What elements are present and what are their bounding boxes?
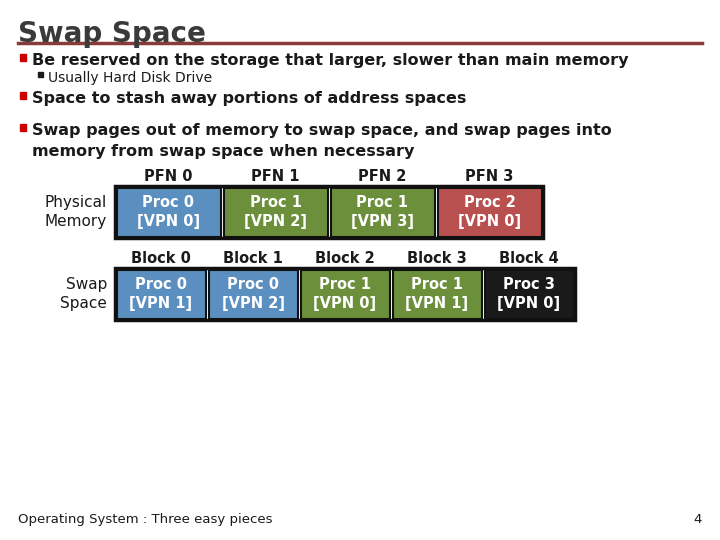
Text: Block 4: Block 4 [499,251,559,266]
Text: Proc 2
[VPN 0]: Proc 2 [VPN 0] [458,194,521,230]
Bar [117,269,205,319]
Text: Proc 3
[VPN 0]: Proc 3 [VPN 0] [498,276,561,312]
Bar [223,187,328,237]
Text: Block 3: Block 3 [407,251,467,266]
Text: Be reserved on the storage that larger, slower than main memory: Be reserved on the storage that larger, … [32,53,629,68]
Text: Block 0: Block 0 [131,251,191,266]
Text: Block 1: Block 1 [223,251,283,266]
Bar [117,187,220,237]
Bar [20,124,26,131]
Text: Proc 0
[VPN 1]: Proc 0 [VPN 1] [130,276,192,312]
Text: Usually Hard Disk Drive: Usually Hard Disk Drive [48,71,212,85]
Bar [330,187,434,237]
Text: PFN 0: PFN 0 [144,169,193,184]
Bar [392,269,482,319]
Text: Operating System : Three easy pieces: Operating System : Three easy pieces [18,513,272,526]
Text: 4: 4 [693,513,702,526]
Bar [20,54,26,61]
Text: Physical
Memory: Physical Memory [45,194,107,230]
Text: Proc 0
[VPN 2]: Proc 0 [VPN 2] [222,276,284,312]
Text: PFN 3: PFN 3 [465,169,513,184]
Text: Block 2: Block 2 [315,251,375,266]
Bar [20,92,26,99]
Bar [115,186,543,238]
Text: Proc 1
[VPN 3]: Proc 1 [VPN 3] [351,194,414,230]
Text: Proc 1
[VPN 2]: Proc 1 [VPN 2] [244,194,307,230]
Bar [300,269,390,319]
Text: Space to stash away portions of address spaces: Space to stash away portions of address … [32,91,467,106]
Text: Proc 0
[VPN 0]: Proc 0 [VPN 0] [137,194,200,230]
Bar [115,268,575,320]
Bar [438,187,541,237]
Text: PFN 1: PFN 1 [251,169,300,184]
Text: Swap Space: Swap Space [18,20,206,48]
Text: Proc 1
[VPN 1]: Proc 1 [VPN 1] [405,276,469,312]
Text: Swap
Space: Swap Space [60,276,107,312]
Text: PFN 2: PFN 2 [359,169,407,184]
Text: Proc 1
[VPN 0]: Proc 1 [VPN 0] [313,276,377,312]
Bar [209,269,297,319]
Bar [38,72,43,77]
Bar [485,269,574,319]
Text: Swap pages out of memory to swap space, and swap pages into
memory from swap spa: Swap pages out of memory to swap space, … [32,123,612,159]
